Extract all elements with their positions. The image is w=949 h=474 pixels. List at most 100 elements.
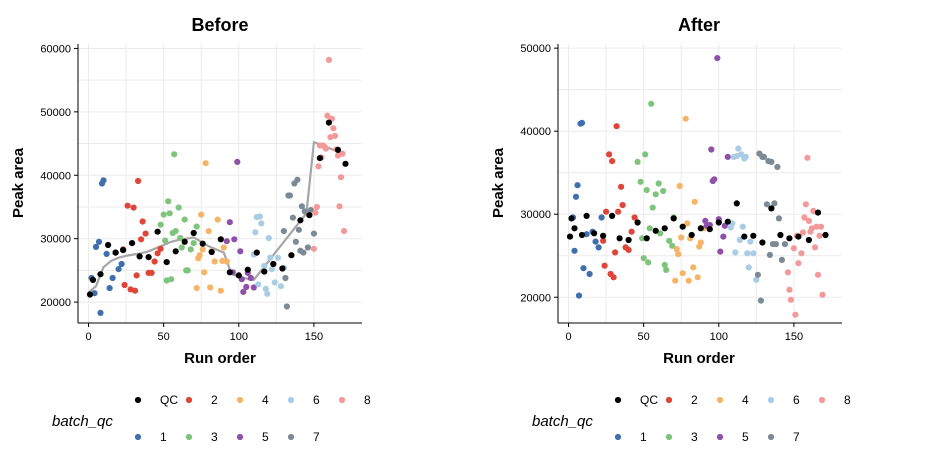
before-point-batch-7: [289, 214, 296, 221]
after-legend-title: batch_qc: [532, 413, 593, 430]
before-point-batch-2: [124, 202, 131, 209]
before-point-batch-qc: [306, 212, 313, 219]
after-point-batch-4: [694, 274, 701, 281]
after-point-batch-6: [742, 153, 749, 160]
after-point-batch-2: [601, 262, 608, 269]
after-point-batch-qc: [578, 231, 586, 239]
before-point-batch-8: [312, 209, 319, 216]
after-point-batch-1: [595, 244, 602, 251]
after-point-batch-3: [660, 187, 667, 195]
after-point-batch-5: [711, 176, 718, 183]
before-point-batch-5: [231, 236, 238, 243]
before-point-batch-5: [223, 238, 230, 245]
after-point-batch-8: [795, 260, 802, 267]
before-point-batch-qc: [270, 260, 277, 268]
after-point-batch-7: [760, 153, 768, 160]
before-points: [86, 56, 349, 316]
after-x-tick-label: 0: [565, 331, 571, 343]
after-point-batch-4: [673, 246, 680, 253]
after-point-batch-6: [745, 264, 752, 271]
after-point-batch-7: [775, 215, 783, 222]
after-point-batch-2: [628, 228, 635, 235]
before-point-batch-qc: [235, 272, 242, 279]
after-point-batch-5: [708, 146, 715, 153]
after-point-batch-2: [609, 158, 616, 165]
after-point-batch-qc: [759, 239, 766, 246]
after-point-batch-6: [736, 236, 743, 244]
after-point-batch-1: [578, 119, 586, 126]
after-point-batch-qc: [670, 215, 677, 222]
before-point-batch-7: [298, 203, 305, 210]
before-legend-label-4: 4: [262, 393, 269, 407]
after-point-batch-3: [655, 180, 662, 187]
after-point-batch-2: [625, 246, 632, 253]
after-point-batch-4: [672, 277, 679, 284]
before-point-batch-2: [130, 204, 137, 211]
before-point-batch-4: [201, 269, 208, 276]
after-point-batch-qc: [706, 226, 713, 233]
before-legend-key-3: [185, 433, 193, 441]
before-point-batch-7: [283, 303, 290, 310]
after-point-batch-2: [619, 202, 626, 209]
after-point-batch-qc: [568, 215, 575, 222]
before-point-batch-qc: [342, 160, 349, 167]
before-point-batch-7: [307, 207, 314, 214]
after-point-batch-qc: [600, 232, 607, 239]
after-point-batch-2: [615, 208, 622, 215]
after-point-batch-qc: [583, 212, 590, 219]
after-point-batch-qc: [786, 235, 793, 242]
before-point-batch-qc: [297, 217, 304, 224]
before-legend-key-2: [185, 396, 193, 404]
before-point-batch-8: [325, 56, 332, 64]
after-point-batch-8: [802, 201, 810, 208]
after-point-batch-7: [768, 158, 775, 165]
before-point-batch-3: [177, 234, 184, 242]
after-legend-label-6: 6: [793, 393, 800, 407]
before-point-batch-3: [166, 210, 173, 217]
before-point-batch-8: [313, 203, 320, 211]
before-point-batch-4: [220, 244, 227, 251]
after-point-batch-qc: [715, 219, 722, 226]
after-point-batch-1: [583, 231, 590, 238]
before-point-batch-4: [205, 228, 212, 235]
after-point-batch-4: [679, 270, 686, 277]
before-point-batch-5: [247, 274, 254, 282]
after-point-batch-7: [766, 251, 774, 258]
after-point-batch-7: [774, 163, 781, 170]
before-point-batch-qc: [136, 253, 143, 260]
after-point-batch-5: [724, 153, 731, 160]
after-point-batch-3: [637, 178, 644, 185]
before-x-tick-label: 150: [305, 331, 323, 343]
before-point-batch-qc: [172, 248, 179, 255]
after-point-batch-qc: [571, 225, 578, 232]
before-point-batch-6: [258, 220, 265, 227]
before-point-batch-2: [157, 245, 164, 252]
before-point-batch-1: [103, 250, 110, 257]
before-point-batch-6: [261, 262, 268, 269]
before-point-batch-8: [337, 174, 345, 181]
before-point-batch-qc: [163, 259, 170, 266]
before-point-batch-8: [322, 145, 329, 152]
after-point-batch-qc: [724, 218, 731, 225]
after-point-batch-3: [649, 204, 656, 211]
before-legend-label-3: 3: [211, 430, 218, 444]
before-point-batch-8: [331, 132, 339, 139]
after-point-batch-1: [592, 238, 599, 245]
after-point-batch-6: [747, 238, 754, 245]
after-point-batch-1: [575, 292, 583, 299]
after-legend-key-7: [767, 433, 775, 441]
before-legend-key-1: [134, 433, 142, 441]
after-point-batch-7: [772, 241, 780, 248]
before-point-batch-5: [226, 219, 233, 226]
before-point-batch-qc: [97, 271, 104, 278]
after-point-batch-8: [819, 291, 826, 298]
after-point-batch-1: [572, 193, 580, 200]
after-point-batch-8: [817, 223, 825, 230]
before-point-batch-7: [295, 226, 302, 233]
before-point-batch-6: [264, 290, 271, 297]
after-legend-key-3: [665, 433, 673, 441]
before-point-batch-3: [165, 198, 172, 205]
after-point-batch-8: [814, 271, 822, 278]
after-legend-key-qc: [614, 396, 622, 404]
before-x-tick-label: 50: [158, 331, 170, 343]
